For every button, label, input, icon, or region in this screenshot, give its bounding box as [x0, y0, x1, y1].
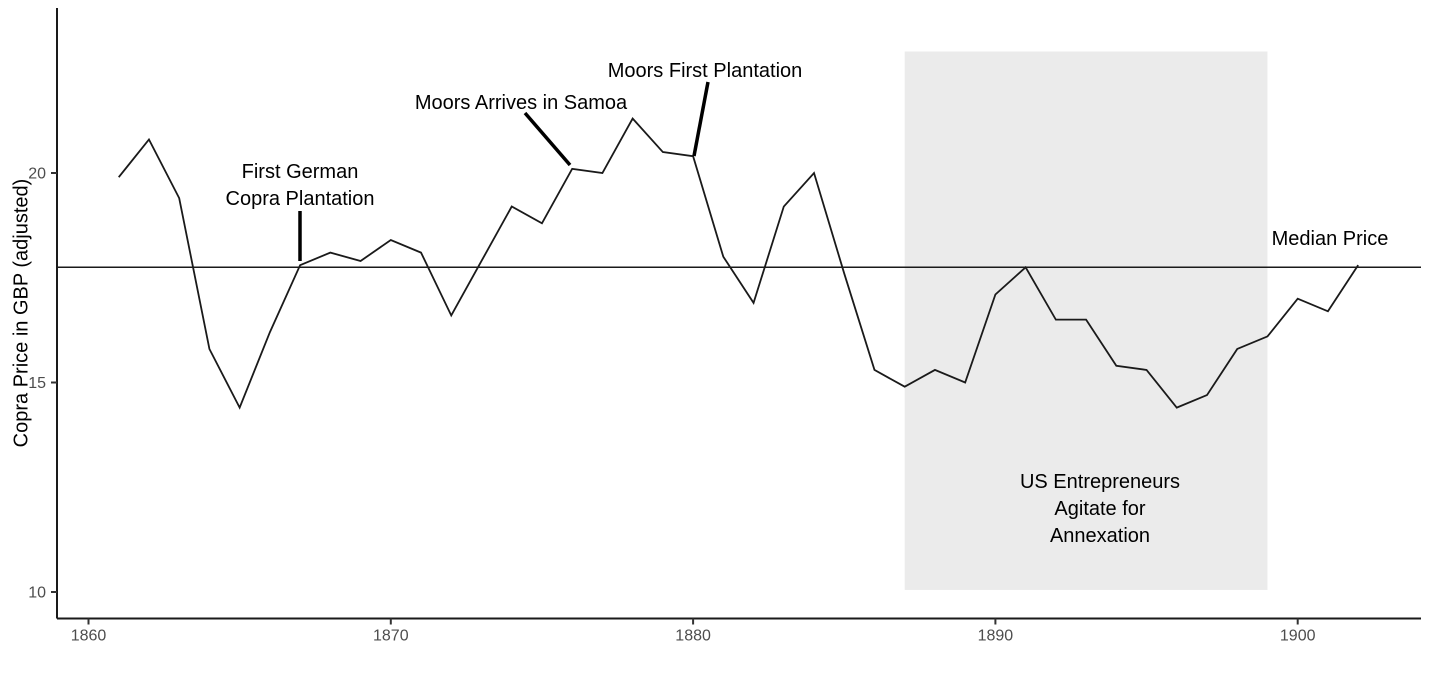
moors-plantation-leader-line [692, 81, 710, 157]
annotation-moors-plantation: Moors First Plantation [607, 60, 803, 82]
y-tick-label-10: 10 [28, 585, 46, 602]
annotation-us-entrepreneurs-line1: US Entrepreneurs [1019, 471, 1181, 493]
y-axis-title: Copra Price in GBP (adjusted) [10, 178, 33, 448]
copra-price-series-line [118, 116, 1359, 410]
annotation-first-german-line1: First German [241, 161, 359, 183]
median-price-label: Median Price [1271, 228, 1389, 250]
annotation-us-entrepreneurs-line2: Agitate for [1054, 498, 1146, 520]
y-tick-label-15: 15 [28, 375, 46, 392]
x-axis-ticks: 1860 1870 1880 1890 1900 [71, 618, 1316, 645]
annotation-us-entrepreneurs-line3: Annexation [1049, 525, 1151, 547]
x-tick-label-1880: 1880 [675, 628, 711, 645]
y-axis-ticks: 10 15 20 [28, 166, 57, 602]
x-tick-label-1890: 1890 [978, 628, 1014, 645]
annotation-first-german: First German Copra Plantation [226, 159, 375, 213]
x-tick-label-1860: 1860 [71, 628, 107, 645]
moors-arrives-leader-line [523, 111, 572, 167]
annotation-first-german-line2: Copra Plantation [225, 188, 375, 210]
x-tick-label-1900: 1900 [1280, 628, 1316, 645]
annotation-moors-arrives: Moors Arrives in Samoa [414, 92, 628, 114]
y-tick-label-20: 20 [28, 166, 46, 183]
x-tick-label-1870: 1870 [373, 628, 409, 645]
annotation-us-entrepreneurs: US Entrepreneurs Agitate for Annexation [1020, 469, 1180, 550]
